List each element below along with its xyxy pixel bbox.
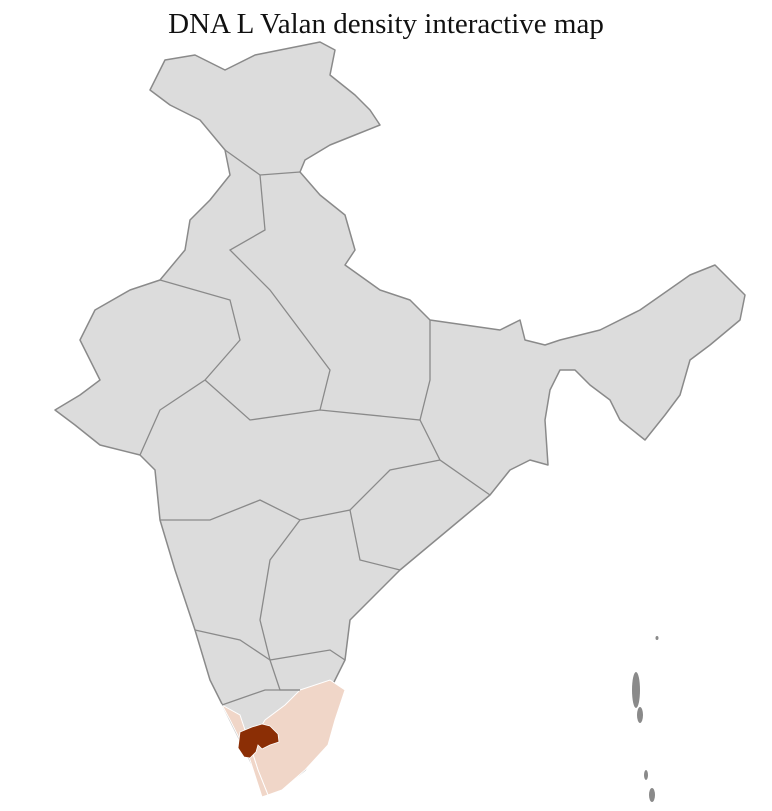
state-borders [139, 149, 491, 706]
high-density-region[interactable] [237, 723, 280, 759]
low-density-region-kerala[interactable] [220, 703, 269, 798]
low-density-region-tamil-nadu[interactable] [249, 679, 346, 796]
andaman-nicobar-islands [632, 636, 659, 802]
map-title: DNA L Valan density interactive map [168, 8, 604, 40]
